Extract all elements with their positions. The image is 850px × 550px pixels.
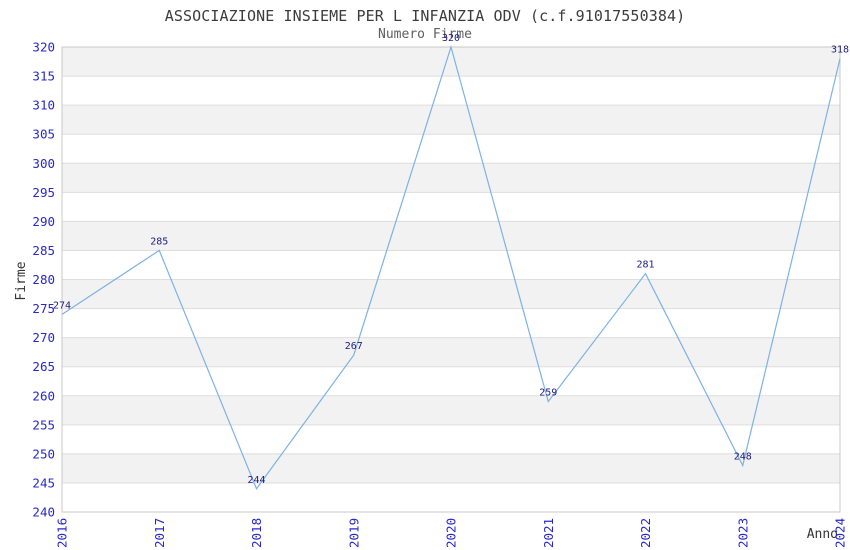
y-tick-label: 280 — [32, 272, 55, 287]
x-tick-label: 2017 — [152, 518, 167, 548]
data-label: 244 — [247, 475, 265, 486]
plot-band — [62, 192, 840, 222]
y-tick-label: 285 — [32, 243, 55, 258]
plot-band — [62, 163, 840, 193]
data-label: 320 — [442, 33, 460, 44]
x-axis-title: Anno — [806, 527, 838, 542]
data-label: 285 — [150, 236, 168, 247]
plot-band — [62, 482, 840, 512]
x-tick-label: 2016 — [55, 518, 70, 548]
y-tick-label: 300 — [32, 156, 55, 171]
data-label: 281 — [636, 260, 654, 271]
y-tick-label: 295 — [32, 185, 55, 200]
y-tick-label: 275 — [32, 301, 55, 316]
plot-band — [62, 308, 840, 338]
x-tick-label: 2019 — [346, 518, 361, 548]
plot-band — [62, 47, 840, 77]
y-tick-label: 260 — [32, 388, 55, 403]
data-label: 248 — [734, 452, 752, 463]
data-label: 267 — [345, 341, 363, 352]
plot-band — [62, 453, 840, 483]
y-tick-label: 315 — [32, 69, 55, 84]
y-tick-label: 240 — [32, 505, 55, 520]
y-tick-label: 245 — [32, 475, 55, 490]
data-label: 259 — [539, 388, 557, 399]
x-tick-label: 2024 — [833, 518, 848, 548]
plot-band — [62, 279, 840, 309]
plot-band — [62, 395, 840, 425]
plot-band — [62, 105, 840, 135]
y-tick-label: 290 — [32, 214, 55, 229]
plot-band — [62, 366, 840, 396]
y-tick-label: 255 — [32, 417, 55, 432]
data-label: 318 — [831, 45, 849, 56]
y-tick-label: 320 — [32, 40, 55, 55]
x-tick-label: 2023 — [735, 518, 750, 548]
chart-subtitle: Numero Firme — [378, 27, 472, 42]
x-tick-label: 2020 — [444, 518, 459, 548]
y-tick-label: 305 — [32, 127, 55, 142]
y-tick-label: 270 — [32, 330, 55, 345]
y-tick-label: 250 — [32, 446, 55, 461]
y-tick-label: 265 — [32, 359, 55, 374]
x-tick-label: 2022 — [638, 518, 653, 548]
y-tick-label: 310 — [32, 98, 55, 113]
plot-band — [62, 221, 840, 251]
x-tick-label: 2018 — [249, 518, 264, 548]
x-tick-label: 2021 — [541, 518, 556, 548]
data-label: 274 — [53, 300, 71, 311]
data-line — [61, 44, 841, 490]
plot-band — [62, 337, 840, 367]
plot-band — [62, 424, 840, 454]
plot-band — [62, 76, 840, 106]
chart-title: ASSOCIAZIONE INSIEME PER L INFANZIA ODV … — [164, 7, 686, 25]
plot-band — [62, 250, 840, 280]
plot-band — [62, 134, 840, 164]
